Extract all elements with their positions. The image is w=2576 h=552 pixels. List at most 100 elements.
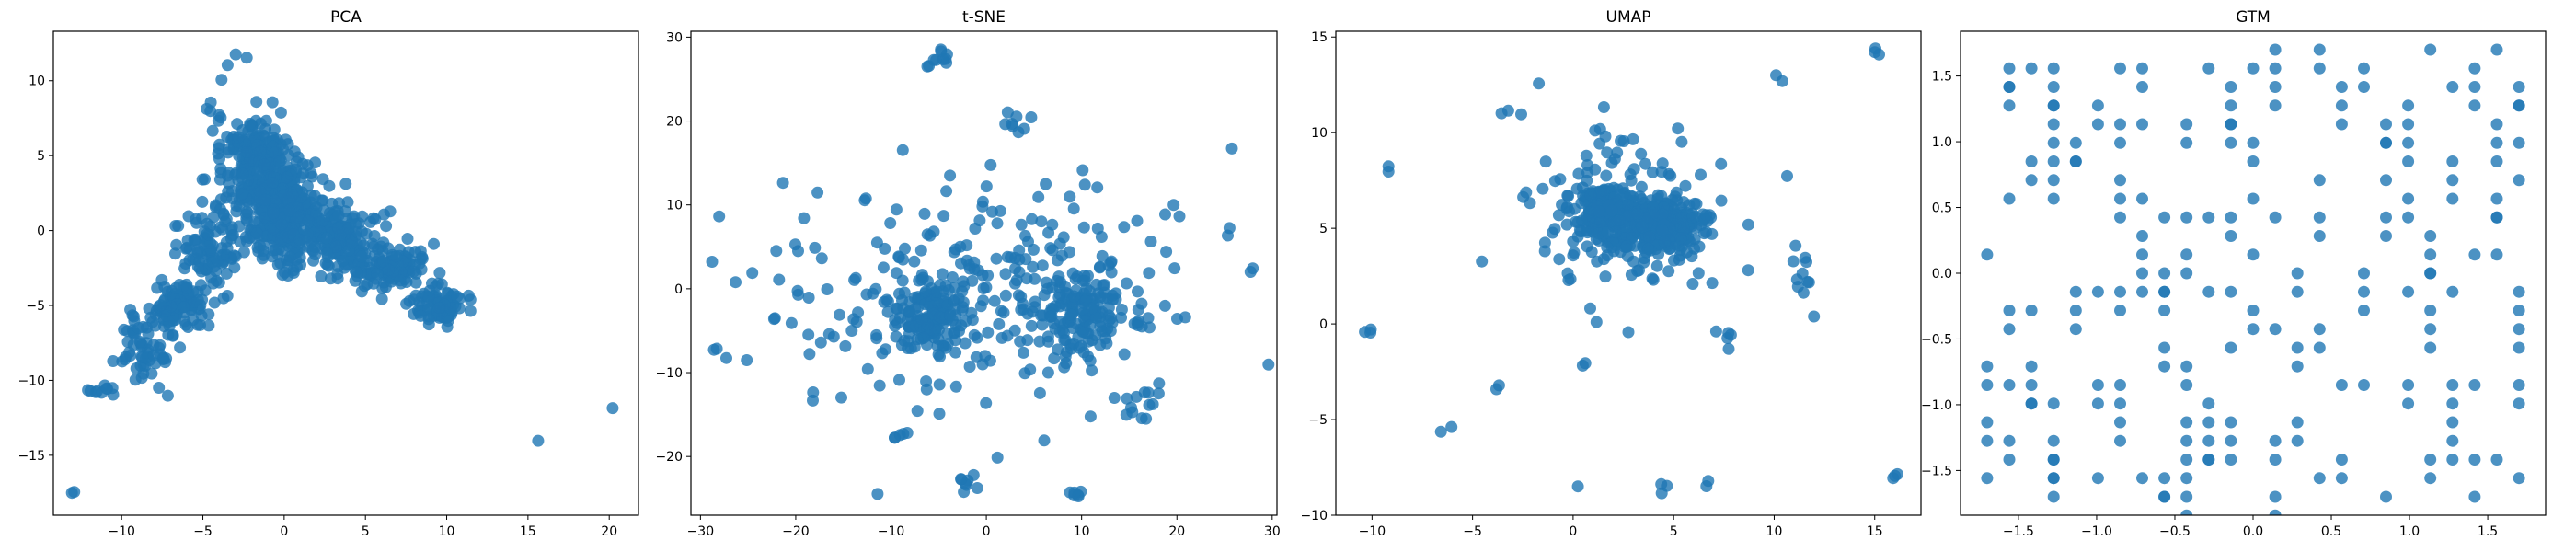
point-6 (2003, 434, 2016, 447)
point-413 (994, 204, 1006, 217)
point-564 (955, 473, 968, 486)
point-1113 (430, 280, 443, 293)
point-295 (1131, 214, 1144, 227)
point-172 (2402, 155, 2415, 167)
point-632 (1364, 323, 1377, 336)
point-192 (2446, 174, 2459, 187)
point-1146 (606, 402, 619, 415)
point-1138 (414, 309, 427, 322)
point-503 (730, 276, 742, 289)
point-106 (949, 346, 962, 359)
point-185 (2446, 454, 2459, 466)
point-168 (1115, 304, 1128, 316)
point-948 (337, 255, 350, 267)
point-518 (1053, 300, 1066, 313)
point-160 (178, 301, 190, 314)
point-508 (339, 178, 352, 190)
point-469 (915, 313, 928, 326)
point-70 (2136, 118, 2148, 131)
point-125 (2269, 454, 2282, 466)
point-11 (98, 379, 111, 392)
point-533 (1650, 259, 1663, 272)
point-838 (292, 211, 305, 224)
point-215 (2513, 341, 2525, 354)
point-184 (2424, 43, 2437, 56)
point-86 (167, 329, 179, 342)
point-839 (283, 204, 296, 217)
point-141 (2313, 341, 2326, 354)
y-tick-label: 0 (674, 282, 683, 297)
point-18 (2025, 397, 2038, 410)
point-1130 (454, 292, 466, 305)
point-1131 (462, 289, 475, 302)
point-50 (2091, 118, 2104, 131)
point-38 (157, 352, 170, 365)
point-501 (1658, 236, 1671, 248)
x-tick-label: 10 (1074, 524, 1090, 539)
point-195 (2468, 490, 2481, 503)
point-609 (1562, 274, 1575, 286)
scatter-points (65, 48, 619, 500)
point-571 (1662, 265, 1675, 278)
point-429 (1695, 168, 1707, 181)
point-106 (2225, 416, 2237, 429)
point-571 (1068, 486, 1081, 499)
point-472 (1040, 178, 1052, 190)
point-200 (2468, 81, 2481, 93)
point-91 (2180, 248, 2193, 261)
point-603 (1624, 168, 1637, 181)
point-110 (2225, 211, 2237, 224)
point-584 (1146, 397, 1159, 410)
point-120 (2247, 155, 2260, 167)
point-137 (2291, 267, 2304, 280)
chart-title: GTM (2236, 8, 2271, 27)
x-tick-label: −30 (687, 524, 715, 539)
x-tick-label: −1.0 (2081, 524, 2112, 539)
point-326 (266, 96, 279, 109)
point-599 (1536, 182, 1549, 195)
x-tick-label: −10 (878, 524, 905, 539)
point-498 (1622, 199, 1634, 212)
point-586 (1120, 408, 1133, 421)
point-196 (179, 242, 192, 255)
y-tick-label: −10 (1300, 509, 1328, 523)
point-133 (2291, 416, 2304, 429)
scatter-points (1359, 42, 1903, 500)
point-270 (1142, 312, 1155, 325)
point-466 (767, 313, 780, 326)
point-0 (1981, 472, 1994, 485)
point-374 (1673, 244, 1686, 257)
point-421 (231, 118, 244, 131)
point-240 (207, 211, 220, 224)
point-1057 (394, 274, 407, 287)
point-530 (1168, 262, 1181, 275)
point-646 (1655, 477, 1668, 490)
point-49 (129, 374, 142, 386)
point-126 (946, 271, 959, 283)
point-368 (706, 256, 719, 268)
point-407 (1033, 386, 1046, 399)
point-166 (2402, 397, 2415, 410)
point-311 (212, 114, 224, 127)
point-94 (2180, 118, 2193, 131)
point-1054 (433, 267, 446, 280)
point-943 (320, 232, 333, 245)
point-500 (1167, 199, 1180, 212)
point-595 (1692, 267, 1705, 280)
point-167 (2402, 379, 2415, 391)
point-143 (2313, 230, 2326, 242)
point-151 (2335, 81, 2348, 93)
chart-title: t-SNE (962, 8, 1006, 27)
point-455 (1144, 236, 1157, 247)
point-491 (1160, 246, 1173, 259)
point-19 (153, 382, 166, 394)
point-643 (1571, 480, 1584, 493)
point-149 (2335, 379, 2348, 391)
point-467 (1078, 178, 1091, 191)
point-494 (1572, 167, 1585, 180)
point-536 (1173, 210, 1186, 223)
point-90 (2180, 379, 2193, 391)
y-tick-label: −5 (26, 299, 45, 314)
point-485 (792, 245, 804, 258)
y-tick-label: 0.0 (1932, 267, 1952, 282)
